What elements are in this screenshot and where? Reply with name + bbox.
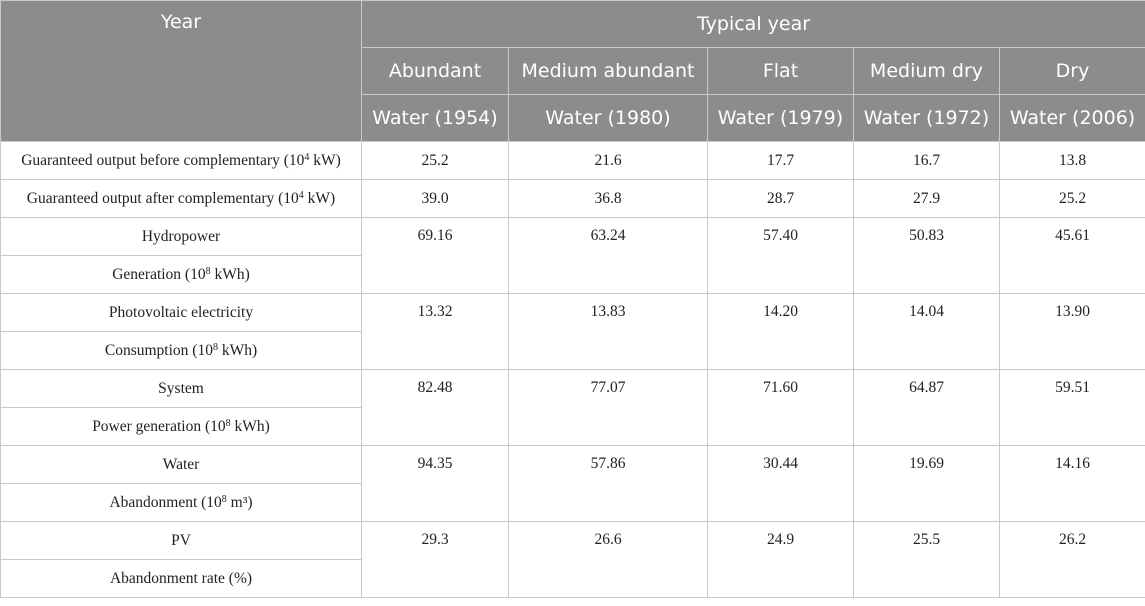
row-label: Guaranteed output before complementary (… — [0, 141, 362, 180]
row-label-line1: System — [0, 369, 362, 408]
row-label-line2: Abandonment (108 m³) — [0, 483, 362, 522]
table-cell: 59.51 — [998, 369, 1145, 446]
table-cell: 64.87 — [853, 369, 1000, 446]
column-header-year-1980: Water (1980) — [508, 94, 708, 142]
table-cell: 50.83 — [853, 217, 1000, 294]
table-cell: 14.20 — [707, 293, 854, 370]
column-header-abundant: Abundant — [361, 47, 509, 95]
table-cell: 69.16 — [361, 217, 509, 294]
table-cell: 71.60 — [707, 369, 854, 446]
table-row: Water 94.35 57.86 30.44 19.69 14.16 — [0, 445, 1145, 522]
table-cell: 26.6 — [508, 521, 708, 598]
table-cell: 14.16 — [998, 445, 1145, 522]
row-label-line2: Power generation (108 kWh) — [0, 407, 362, 446]
table-cell: 36.8 — [508, 179, 708, 218]
table-cell: 45.61 — [998, 217, 1145, 294]
row-label-line1: PV — [0, 521, 362, 560]
row-label-line1: Water — [0, 445, 362, 484]
row-label: Guaranteed output after complementary (1… — [0, 179, 362, 218]
table-body: Guaranteed output before complementary (… — [0, 141, 1145, 598]
table-row: Power generation (108 kWh) — [0, 407, 1145, 446]
table-row: Hydropower 69.16 63.24 57.40 50.83 45.61 — [0, 217, 1145, 294]
table-cell: 25.2 — [998, 179, 1145, 218]
table-cell: 29.3 — [361, 521, 509, 598]
table-cell: 24.9 — [707, 521, 854, 598]
table-cell: 82.48 — [361, 369, 509, 446]
table-row: Guaranteed output before complementary (… — [0, 141, 1145, 180]
table-row: System 82.48 77.07 71.60 64.87 59.51 — [0, 369, 1145, 446]
table-row: Consumption (108 kWh) — [0, 331, 1145, 370]
table-row: Abandonment (108 m³) — [0, 483, 1145, 522]
column-header-medium-dry: Medium dry — [853, 47, 1000, 95]
table-cell: 30.44 — [707, 445, 854, 522]
column-header-year-1979: Water (1979) — [707, 94, 854, 142]
table-cell: 13.90 — [998, 293, 1145, 370]
table-cell: 13.83 — [508, 293, 708, 370]
row-label-line1: Photovoltaic electricity — [0, 293, 362, 332]
row-label-line2: Consumption (108 kWh) — [0, 331, 362, 370]
table-row: Photovoltaic electricity 13.32 13.83 14.… — [0, 293, 1145, 370]
table-cell: 16.7 — [853, 141, 1000, 180]
table-cell: 19.69 — [853, 445, 1000, 522]
column-header-year-1954: Water (1954) — [361, 94, 509, 142]
table-cell: 57.86 — [508, 445, 708, 522]
column-header-flat: Flat — [707, 47, 854, 95]
table-cell: 14.04 — [853, 293, 1000, 370]
typical-year-header: Typical year — [360, 0, 1145, 48]
row-label-line2: Generation (108 kWh) — [0, 255, 362, 294]
table-cell: 39.0 — [361, 179, 509, 218]
table-cell: 77.07 — [508, 369, 708, 446]
column-header-year-1972: Water (1972) — [853, 94, 1000, 142]
table-cell: 13.8 — [998, 141, 1145, 180]
column-header-year-2006: Water (2006) — [998, 94, 1145, 142]
table-cell: 27.9 — [853, 179, 1000, 218]
year-header: Year — [0, 0, 362, 142]
table-row: Abandonment rate (%) — [0, 559, 1145, 598]
table-cell: 25.5 — [853, 521, 1000, 598]
column-header-medium-abundant: Medium abundant — [508, 47, 708, 95]
column-header-dry: Dry — [998, 47, 1145, 95]
table-cell: 13.32 — [361, 293, 509, 370]
table-row: Generation (108 kWh) — [0, 255, 1145, 294]
table-row: Guaranteed output after complementary (1… — [0, 179, 1145, 218]
table-cell: 21.6 — [508, 141, 708, 180]
table-row: PV 29.3 26.6 24.9 25.5 26.2 — [0, 521, 1145, 598]
table-cell: 17.7 — [707, 141, 854, 180]
row-label-line1: Hydropower — [0, 217, 362, 256]
row-label-line2: Abandonment rate (%) — [0, 559, 362, 598]
table-cell: 63.24 — [508, 217, 708, 294]
table-cell: 94.35 — [361, 445, 509, 522]
table-cell: 28.7 — [707, 179, 854, 218]
table-cell: 25.2 — [361, 141, 509, 180]
table-cell: 57.40 — [707, 217, 854, 294]
table-cell: 26.2 — [998, 521, 1145, 598]
table-header: Year Typical year Abundant Medium abunda… — [0, 0, 1145, 142]
